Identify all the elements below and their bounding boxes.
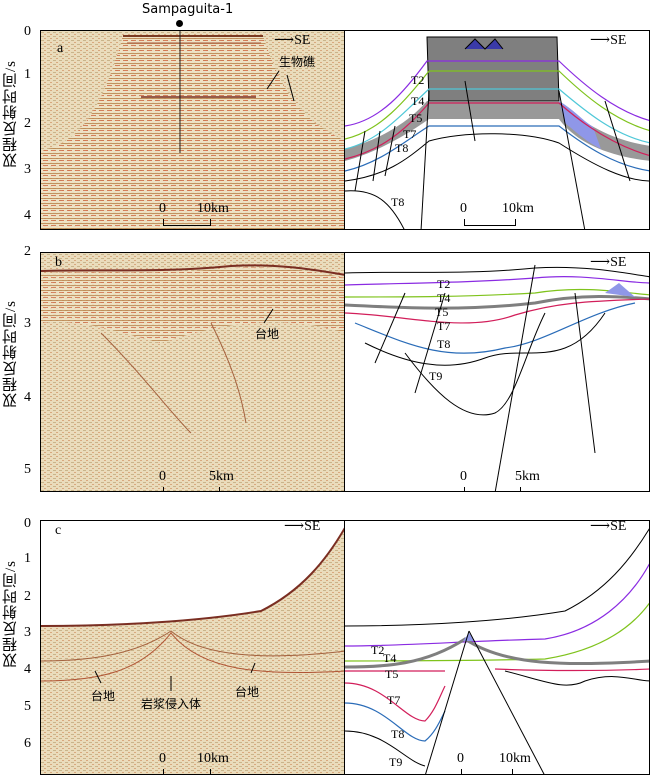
horizon-label-b-3: T7 bbox=[437, 319, 451, 333]
horizon-label-c-5: T9 bbox=[389, 755, 403, 769]
tick-b-5: 5 bbox=[24, 462, 31, 477]
panel-c-seismic-svg bbox=[41, 527, 344, 774]
panel-a-interp-svg bbox=[345, 36, 649, 229]
tick-c-1: 1 bbox=[24, 551, 31, 566]
tick-b-2: 2 bbox=[24, 244, 31, 259]
scale-bar bbox=[464, 219, 516, 226]
horizon-label-a-3: T7 bbox=[403, 127, 417, 141]
direction-arrow-b-right: ⟶SE bbox=[590, 255, 627, 270]
tick-a-4: 4 bbox=[24, 208, 31, 223]
scale-dist: 5km bbox=[515, 469, 540, 484]
horizon-label-b-5: T9 bbox=[429, 369, 443, 383]
annotation-magmatic-intrusion: 岩浆侵入体 bbox=[141, 697, 202, 711]
direction-label: SE bbox=[610, 255, 627, 270]
direction-label: SE bbox=[610, 519, 627, 534]
panel-c-interp-svg bbox=[345, 528, 649, 774]
scale-zero: 0 bbox=[159, 751, 166, 766]
direction-label: SE bbox=[304, 519, 321, 534]
horizon-label-b-4: T8 bbox=[437, 337, 451, 351]
scale-zero: 0 bbox=[460, 201, 467, 216]
scale-zero: 0 bbox=[159, 201, 166, 216]
tick-b-3: 3 bbox=[24, 316, 31, 331]
y-axis-label-b: 双程反射时间/s bbox=[3, 300, 19, 409]
tick-b-4: 4 bbox=[24, 390, 31, 405]
panel-a-interpretation: T2 T4 T5 T7 T8 T8 0 10km bbox=[344, 30, 650, 230]
tick-a-2: 2 bbox=[24, 116, 31, 131]
horizon-label-a-5: T8 bbox=[391, 195, 405, 209]
annotation-platform-c-left: 台地 bbox=[91, 689, 116, 703]
tick-c-6: 6 bbox=[24, 736, 31, 751]
panel-a-seismic-svg bbox=[41, 31, 344, 229]
panel-b-interp-svg bbox=[345, 264, 649, 491]
panel-b-seismic-svg bbox=[41, 253, 344, 491]
scale-bar bbox=[163, 769, 211, 774]
horizon-label-c-0: T2 bbox=[371, 643, 385, 657]
scale-dist: 5km bbox=[209, 469, 234, 484]
panel-c-seismic: c 台地 岩浆侵入体 台地 0 10km bbox=[40, 520, 345, 775]
scale-dist: 10km bbox=[502, 201, 534, 216]
horizon-label-b-2: T5 bbox=[435, 305, 449, 319]
annotation-platform-c-right: 台地 bbox=[235, 685, 260, 699]
direction-arrow-c-left: ⟶SE bbox=[284, 519, 321, 534]
scale-bar bbox=[464, 487, 521, 491]
horizon-label-a-0: T2 bbox=[411, 73, 425, 87]
scale-dist: 10km bbox=[197, 201, 229, 216]
horizon-label-b-1: T4 bbox=[437, 291, 451, 305]
horizon-label-b-0: T2 bbox=[437, 277, 451, 291]
scale-dist: 10km bbox=[197, 751, 229, 766]
tick-c-0: 0 bbox=[24, 516, 31, 531]
tick-a-0: 0 bbox=[24, 24, 31, 39]
horizon-label-c-1: T4 bbox=[383, 651, 397, 665]
y-axis-label-c: 双程反射时间/s bbox=[3, 560, 19, 669]
annotation-biogenic-reef: 生物礁 bbox=[279, 55, 316, 69]
panel-b-interpretation: T2 T4 T5 T7 T8 T9 0 5km bbox=[344, 252, 650, 492]
horizon-label-c-2: T5 bbox=[385, 667, 399, 681]
panel-a-seismic: a 生物礁 0 10km bbox=[40, 30, 345, 230]
horizon-label-a-1: T4 bbox=[411, 94, 425, 108]
tick-a-3: 3 bbox=[24, 162, 31, 177]
tick-c-2: 2 bbox=[24, 589, 31, 604]
direction-arrow-c-right: ⟶SE bbox=[590, 519, 627, 534]
horizon-label-c-3: T7 bbox=[387, 693, 401, 707]
scale-bar bbox=[461, 769, 513, 774]
horizon-label-a-4: T8 bbox=[395, 141, 409, 155]
well-marker bbox=[176, 20, 183, 27]
tick-c-4: 4 bbox=[24, 662, 31, 677]
scale-dist: 10km bbox=[499, 751, 531, 766]
direction-label: SE bbox=[294, 33, 311, 48]
tick-c-5: 5 bbox=[24, 699, 31, 714]
panel-b-label: b bbox=[55, 255, 62, 270]
direction-arrow-a-right: ⟶SE bbox=[590, 33, 627, 48]
tick-a-1: 1 bbox=[24, 67, 31, 82]
scale-bar bbox=[163, 487, 220, 491]
scale-zero: 0 bbox=[159, 469, 166, 484]
scale-bar bbox=[163, 219, 211, 226]
direction-arrow-a-left: ⟶SE bbox=[274, 33, 311, 48]
horizon-label-c-4: T8 bbox=[391, 727, 405, 741]
panel-c-label: c bbox=[55, 523, 62, 538]
scale-zero: 0 bbox=[457, 751, 464, 766]
annotation-platform-b: 台地 bbox=[255, 327, 280, 341]
direction-label: SE bbox=[610, 33, 627, 48]
panel-c-interpretation: T2 T4 T5 T7 T8 T9 0 10km bbox=[344, 520, 650, 775]
scale-zero: 0 bbox=[460, 469, 467, 484]
tick-c-3: 3 bbox=[24, 625, 31, 640]
panel-a-label: a bbox=[57, 41, 64, 56]
horizon-label-a-2: T5 bbox=[409, 111, 423, 125]
y-axis-label-a: 双程反射时间/s bbox=[3, 60, 19, 169]
well-name: Sampaguita-1 bbox=[142, 2, 234, 17]
panel-b-seismic: b 台地 0 5km bbox=[40, 252, 345, 492]
